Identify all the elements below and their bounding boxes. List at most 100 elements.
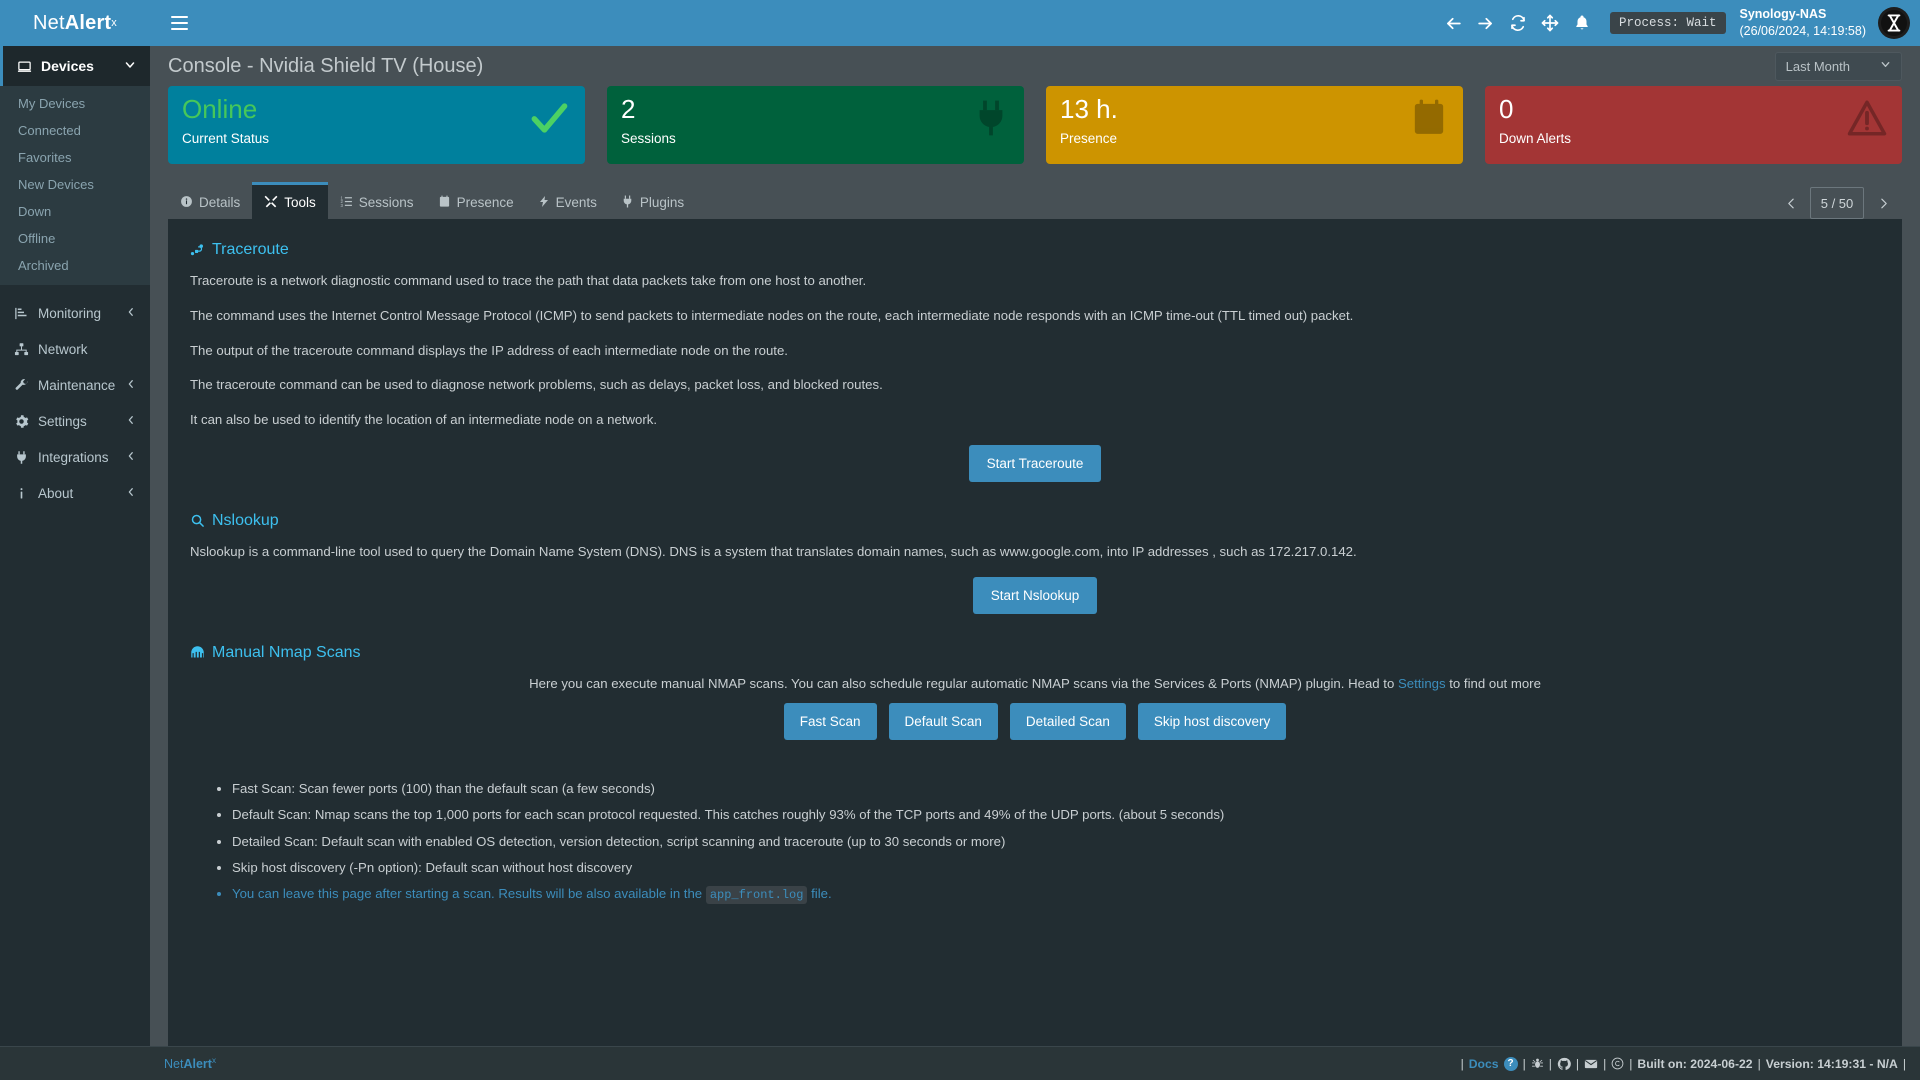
traceroute-paragraph-5: It can also be used to identify the loca… [190, 412, 657, 428]
host-time: (26/06/2024, 14:19:58) [1739, 24, 1867, 38]
footer-brand[interactable]: NetAlertx [164, 1056, 216, 1071]
footer-sep: | [1522, 1056, 1526, 1071]
stat-value: 2 [621, 94, 636, 124]
section-gap [190, 482, 1880, 512]
nmap-description-pre: Here you can execute manual NMAP scans. … [529, 675, 1398, 691]
stat-card-presence[interactable]: 13 h. Presence [1046, 86, 1463, 164]
stat-label: Current Status [182, 131, 270, 147]
sidebar-item-settings[interactable]: Settings [0, 403, 150, 439]
gear-icon [14, 414, 34, 429]
chevron-down-icon [1880, 59, 1891, 73]
sidebar-spacer [0, 285, 150, 295]
menu-icon[interactable] [162, 6, 196, 40]
tools-icon [264, 194, 278, 211]
arrow-right-icon[interactable] [1470, 5, 1502, 41]
envelope-icon[interactable] [1584, 1057, 1598, 1071]
chart-list-icon [14, 306, 34, 321]
footer-sep: | [1902, 1056, 1906, 1071]
stat-card-down-alerts[interactable]: 0 Down Alerts [1485, 86, 1902, 164]
log-note-pre: You can leave this page after starting a… [232, 886, 706, 902]
sidebar-item-favorites[interactable]: Favorites [18, 150, 72, 165]
svg-text:2: 2 [340, 199, 343, 204]
sidebar-item-network[interactable]: Network [0, 331, 150, 367]
sidebar-item-connected[interactable]: Connected [18, 123, 81, 138]
footer-docs-link[interactable]: Docs [1468, 1056, 1499, 1071]
tab-presence[interactable]: Presence [426, 182, 526, 219]
sidebar-item-offline[interactable]: Offline [18, 231, 56, 246]
sidebar-item-new-devices[interactable]: New Devices [18, 177, 94, 192]
nslookup-button-row: Start Nslookup [190, 576, 1880, 614]
content-area: Console - Nvidia Shield TV (House) Last … [150, 46, 1920, 1046]
sidebar: Devices My Devices Connected Favorites N… [0, 46, 150, 1046]
help-icon[interactable]: ? [1503, 1056, 1518, 1071]
tab-details[interactable]: Details [168, 182, 252, 219]
detailed-scan-button[interactable]: Detailed Scan [1009, 702, 1126, 740]
sidebar-item-about[interactable]: About [0, 475, 150, 511]
bug-icon[interactable] [1531, 1057, 1544, 1070]
start-traceroute-button[interactable]: Start Traceroute [968, 444, 1102, 482]
stat-cards: Online Current Status 2 Sessions [168, 86, 1902, 164]
sidebar-item-archived[interactable]: Archived [18, 258, 69, 273]
skip-host-discovery-button[interactable]: Skip host discovery [1137, 702, 1287, 740]
tab-label: Sessions [358, 195, 414, 210]
bolt-icon [538, 195, 550, 211]
tab-tools[interactable]: Tools [252, 182, 328, 219]
plug-icon [972, 96, 1010, 145]
list-item: Detailed Scan: Default scan with enabled… [232, 833, 1880, 850]
pagination-next-button[interactable] [1864, 187, 1902, 219]
nmap-settings-link[interactable]: Settings [1397, 675, 1446, 691]
nmap-button-row: Fast Scan Default Scan Detailed Scan Ski… [190, 702, 1880, 740]
sidebar-item-integrations[interactable]: Integrations [0, 439, 150, 475]
arrow-left-icon[interactable] [1438, 5, 1470, 41]
fast-scan-button[interactable]: Fast Scan [783, 702, 877, 740]
bell-icon[interactable] [1566, 5, 1598, 41]
content-header: Console - Nvidia Shield TV (House) Last … [150, 46, 1920, 86]
start-nslookup-button[interactable]: Start Nslookup [972, 576, 1098, 614]
svg-text:3: 3 [340, 202, 343, 207]
github-icon[interactable] [1557, 1057, 1571, 1071]
refresh-icon[interactable] [1502, 5, 1534, 41]
logo-text-sup: x [111, 17, 117, 29]
stat-value: 0 [1499, 94, 1514, 124]
footer-brand-pre: Net [164, 1057, 184, 1072]
sidebar-item-down[interactable]: Down [18, 204, 52, 219]
list-item-log-note[interactable]: You can leave this page after starting a… [232, 885, 1880, 905]
logo-text-bold: Alert [64, 11, 112, 34]
sidebar-item-maintenance[interactable]: Maintenance [0, 367, 150, 403]
period-select-value: Last Month [1785, 58, 1850, 74]
nmap-description: Here you can execute manual NMAP scans. … [190, 676, 1880, 691]
sidebar-item-devices[interactable]: Devices [0, 46, 150, 86]
move-icon[interactable] [1534, 5, 1566, 41]
section-title-text: Manual Nmap Scans [212, 643, 361, 661]
chevron-left-icon [126, 487, 136, 500]
app-logo[interactable]: Net Alert x [0, 0, 150, 46]
footer-right: | Docs ? | | | | | B [1460, 1056, 1906, 1071]
stat-card-sessions[interactable]: 2 Sessions [607, 86, 1024, 164]
stat-card-current-status[interactable]: Online Current Status [168, 86, 585, 164]
section-title-text: Traceroute [212, 241, 289, 258]
footer-brand-bold: Alert [183, 1057, 212, 1072]
footer-sep: | [1575, 1056, 1580, 1071]
tab-label: Events [555, 195, 597, 210]
avatar[interactable] [1878, 7, 1910, 39]
copyright-icon[interactable] [1611, 1057, 1624, 1070]
sidebar-item-monitoring[interactable]: Monitoring [0, 295, 150, 331]
footer-sep: | [1460, 1056, 1464, 1071]
laptop-icon [17, 59, 37, 74]
default-scan-button[interactable]: Default Scan [888, 702, 998, 740]
pagination: 5 / 50 [1772, 187, 1902, 219]
traceroute-paragraph-3: The output of the traceroute command dis… [190, 342, 788, 358]
period-select[interactable]: Last Month [1774, 51, 1902, 81]
sidebar-settings-label: Settings [38, 413, 87, 429]
info-circle-icon [180, 195, 193, 211]
tab-label: Plugins [639, 195, 685, 210]
chevron-left-icon [126, 307, 136, 320]
pagination-prev-button[interactable] [1772, 187, 1810, 219]
traceroute-paragraph-2: The command uses the Internet Control Me… [190, 307, 1354, 323]
tab-plugins[interactable]: Plugins [609, 182, 696, 219]
nmap-description-post: to find out more [1445, 675, 1541, 691]
tab-events[interactable]: Events [526, 182, 609, 219]
sidebar-item-my-devices[interactable]: My Devices [18, 96, 86, 111]
